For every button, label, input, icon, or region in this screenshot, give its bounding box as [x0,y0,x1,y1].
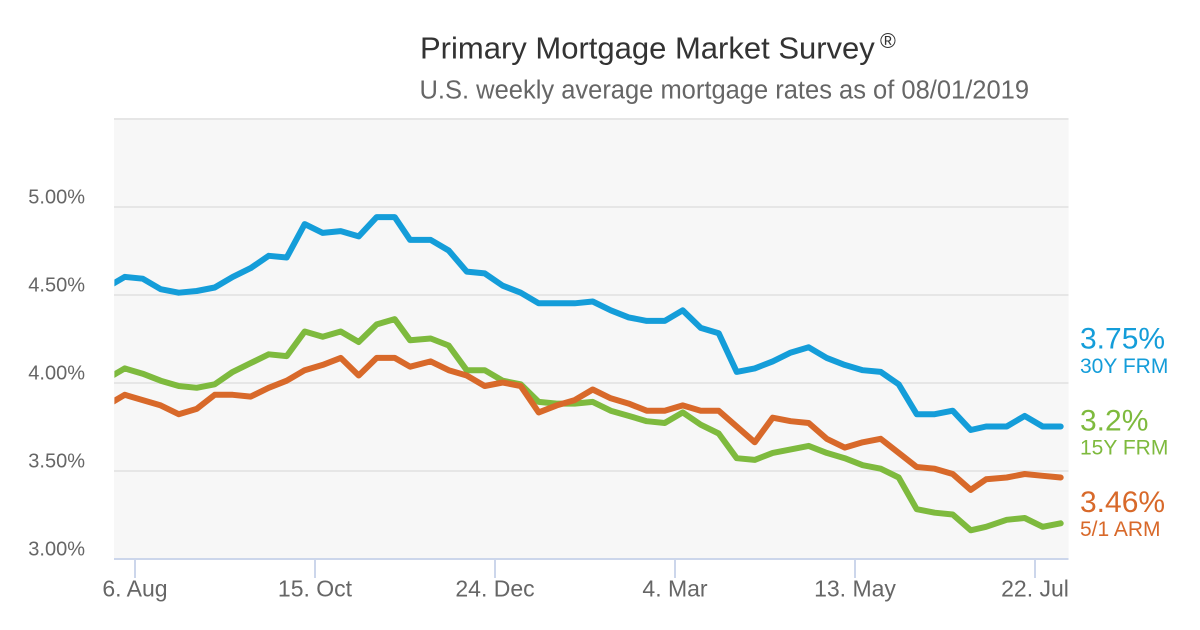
svg-text:®: ® [880,29,896,53]
svg-text:5.00%: 5.00% [28,187,85,209]
svg-text:U.S. weekly average mortgage r: U.S. weekly average mortgage rates as of… [420,77,1030,105]
svg-text:5/1 ARM: 5/1 ARM [1080,518,1161,541]
svg-text:6. Aug: 6. Aug [102,576,167,602]
svg-text:13. May: 13. May [814,576,896,602]
svg-text:Primary Mortgage Market Survey: Primary Mortgage Market Survey [420,31,875,66]
svg-text:15Y FRM: 15Y FRM [1080,437,1168,460]
svg-text:3.75%: 3.75% [1080,323,1165,356]
svg-text:3.00%: 3.00% [28,539,85,561]
svg-text:4.50%: 4.50% [28,275,85,297]
svg-text:30Y FRM: 30Y FRM [1080,355,1168,378]
svg-text:4. Mar: 4. Mar [642,576,708,602]
svg-text:24. Dec: 24. Dec [455,576,534,602]
svg-text:3.46%: 3.46% [1080,486,1165,519]
svg-text:3.2%: 3.2% [1080,405,1148,438]
svg-text:3.50%: 3.50% [28,451,85,473]
svg-text:22. Jul: 22. Jul [1001,576,1069,602]
svg-text:4.00%: 4.00% [28,363,85,385]
svg-text:15. Oct: 15. Oct [278,576,353,602]
